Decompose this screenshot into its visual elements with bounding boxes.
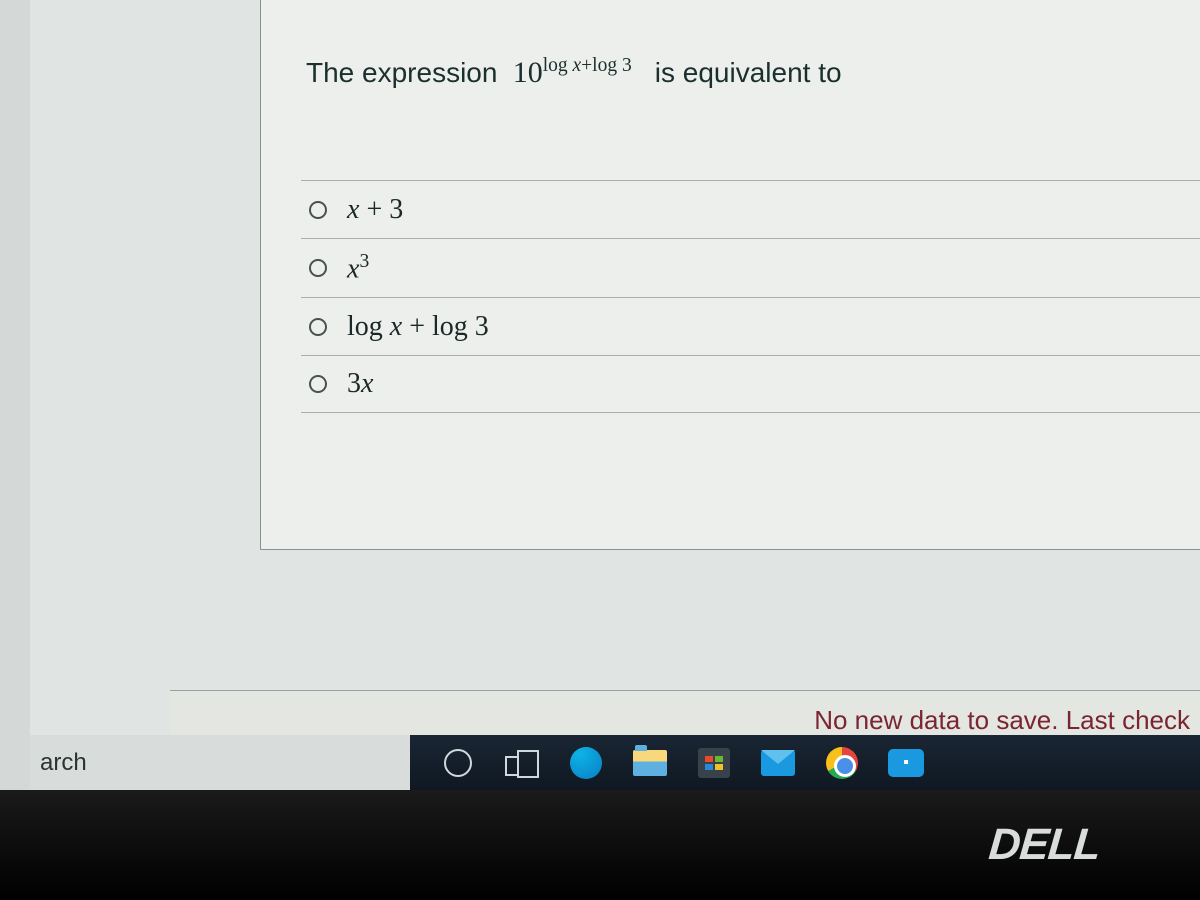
question-text: The expression 10log x+log 3 is equivale…: [306, 55, 842, 90]
option-row[interactable]: 3x: [301, 355, 1200, 413]
radio-button[interactable]: [309, 259, 327, 277]
option-row[interactable]: x3: [301, 238, 1200, 297]
question-prefix: The expression: [306, 57, 497, 88]
question-expression: 10log x+log 3: [505, 56, 639, 89]
radio-button[interactable]: [309, 318, 327, 336]
camera-icon[interactable]: ▪: [888, 745, 924, 781]
option-label: 3x: [347, 368, 373, 400]
monitor-bottom-bezel: DELL: [0, 790, 1200, 900]
save-status-text: No new data to save. Last check: [814, 705, 1190, 736]
question-exponent: log x+log 3: [543, 55, 632, 76]
cortana-icon[interactable]: [440, 745, 476, 781]
option-label: x + 3: [347, 194, 403, 226]
dell-logo: DELL: [987, 820, 1102, 870]
search-text: arch: [40, 749, 87, 777]
radio-button[interactable]: [309, 375, 327, 393]
option-row[interactable]: x + 3: [301, 180, 1200, 238]
answer-options: x + 3 x3 log x + log 3 3x: [301, 180, 1200, 413]
mail-icon[interactable]: [760, 745, 796, 781]
quiz-panel: The expression 10log x+log 3 is equivale…: [260, 0, 1200, 550]
taskbar-icons: ▪: [440, 745, 924, 781]
edge-icon[interactable]: [568, 745, 604, 781]
windows-taskbar[interactable]: arch ▪: [30, 735, 1200, 790]
file-explorer-icon[interactable]: [632, 745, 668, 781]
option-row[interactable]: log x + log 3: [301, 297, 1200, 355]
microsoft-store-icon[interactable]: [696, 745, 732, 781]
chrome-icon[interactable]: [824, 745, 860, 781]
option-label: log x + log 3: [347, 311, 489, 343]
radio-button[interactable]: [309, 201, 327, 219]
option-label: x3: [347, 251, 369, 285]
screen-area: The expression 10log x+log 3 is equivale…: [30, 0, 1200, 790]
task-view-icon[interactable]: [504, 745, 540, 781]
question-suffix: is equivalent to: [655, 57, 842, 88]
taskbar-search[interactable]: arch: [30, 735, 410, 790]
